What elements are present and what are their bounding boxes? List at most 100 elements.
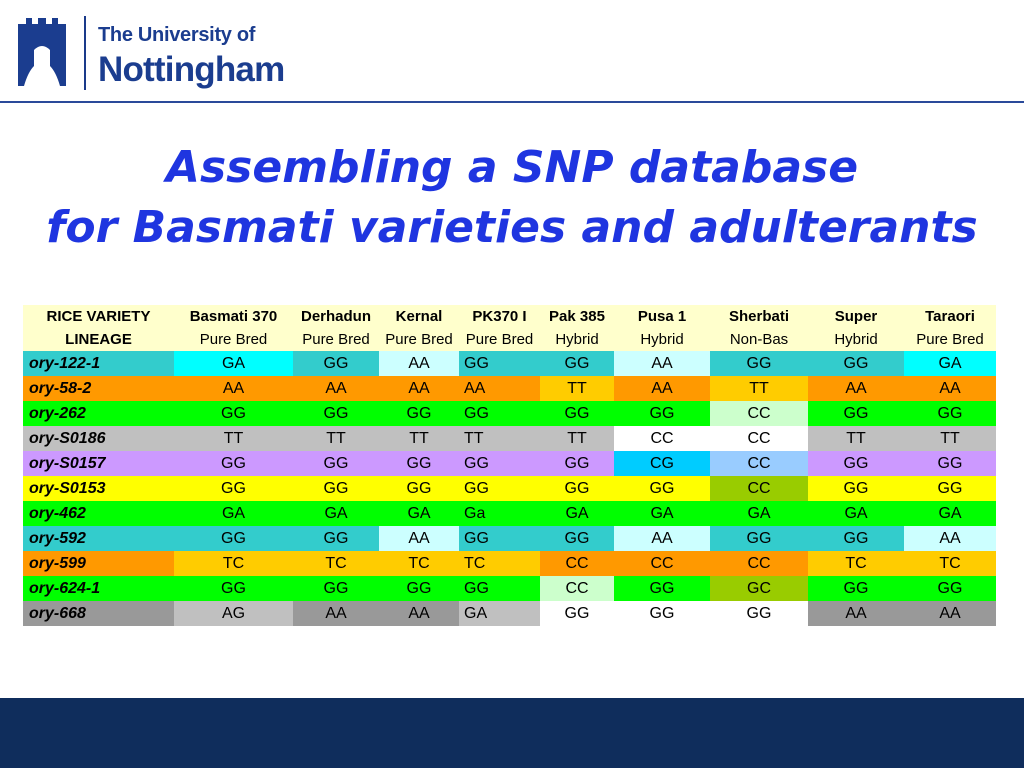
genotype-cell: Ga xyxy=(459,501,540,526)
genotype-cell: CC xyxy=(540,576,614,601)
genotype-cell: GG xyxy=(808,351,904,376)
table-row: ory-S0157 GG GG GG GG GG CG CC GG GG xyxy=(23,451,996,476)
lineage-header-label: LINEAGE xyxy=(23,328,174,351)
genotype-cell: TT xyxy=(293,426,379,451)
genotype-cell: AG xyxy=(174,601,293,626)
genotype-cell: CC xyxy=(710,551,808,576)
genotype-cell: TC xyxy=(904,551,996,576)
lineage-header-cell: Pure Bred xyxy=(379,328,459,351)
genotype-cell: GG xyxy=(710,351,808,376)
variety-header-cell: Kernal xyxy=(379,305,459,328)
genotype-cell: GG xyxy=(293,401,379,426)
genotype-cell: GG xyxy=(904,476,996,501)
snp-table-container: RICE VARIETY Basmati 370 Derhadun Kernal PK… xyxy=(23,305,996,626)
genotype-cell: GC xyxy=(710,576,808,601)
lineage-header-cell: Pure Bred xyxy=(459,328,540,351)
logo-text-line2: Nottingham xyxy=(98,50,285,89)
table-row: ory-58-2 AA AA AA AA TT AA TT AA AA xyxy=(23,376,996,401)
table-row: ory-668 AG AA AA GA GG GG GG AA AA xyxy=(23,601,996,626)
genotype-cell: AA xyxy=(808,376,904,401)
genotype-cell: GG xyxy=(459,451,540,476)
variety-header-cell: Pusa 1 xyxy=(614,305,710,328)
table-row: ory-462 GA GA GA Ga GA GA GA GA GA xyxy=(23,501,996,526)
table-row: ory-S0186 TT TT TT TT TT CC CC TT TT xyxy=(23,426,996,451)
genotype-cell: AA xyxy=(293,376,379,401)
row-label: ory-S0186 xyxy=(23,426,174,451)
genotype-cell: GG xyxy=(379,451,459,476)
genotype-cell: GG xyxy=(614,401,710,426)
genotype-cell: GG xyxy=(379,576,459,601)
row-label: ory-S0153 xyxy=(23,476,174,501)
slide-title: Assembling a SNP database for Basmati va… xyxy=(0,138,1024,258)
genotype-cell: AA xyxy=(904,601,996,626)
table-row: ory-624-1 GG GG GG GG CC GG GC GG GG xyxy=(23,576,996,601)
variety-header-cell: Sherbati xyxy=(710,305,808,328)
genotype-cell: TC xyxy=(808,551,904,576)
genotype-cell: GA xyxy=(540,501,614,526)
row-label: ory-592 xyxy=(23,526,174,551)
genotype-cell: CC xyxy=(540,551,614,576)
genotype-cell: GA xyxy=(710,501,808,526)
genotype-cell: CC xyxy=(710,426,808,451)
genotype-cell: GG xyxy=(293,576,379,601)
genotype-cell: GG xyxy=(174,401,293,426)
lineage-header-cell: Pure Bred xyxy=(293,328,379,351)
genotype-cell: GG xyxy=(904,576,996,601)
genotype-cell: GG xyxy=(459,401,540,426)
logo-divider xyxy=(84,16,86,90)
lineage-header-cell: Pure Bred xyxy=(174,328,293,351)
genotype-cell: GG xyxy=(540,401,614,426)
genotype-cell: AA xyxy=(459,376,540,401)
genotype-cell: GG xyxy=(293,351,379,376)
genotype-cell: GG xyxy=(379,476,459,501)
lineage-header-row: LINEAGE Pure Bred Pure Bred Pure Bred Pure … xyxy=(23,328,996,351)
genotype-cell: AA xyxy=(614,526,710,551)
genotype-cell: TT xyxy=(379,426,459,451)
slide-title-line2: for Basmati varieties and adulterants xyxy=(46,202,978,253)
genotype-cell: TC xyxy=(293,551,379,576)
genotype-cell: GG xyxy=(293,451,379,476)
row-label: ory-624-1 xyxy=(23,576,174,601)
variety-header-row: RICE VARIETY Basmati 370 Derhadun Kernal PK… xyxy=(23,305,996,328)
variety-header-cell: Pak 385 xyxy=(540,305,614,328)
genotype-cell: GG xyxy=(174,451,293,476)
genotype-cell: GG xyxy=(904,451,996,476)
table-row: ory-262 GG GG GG GG GG GG CC GG GG xyxy=(23,401,996,426)
genotype-cell: GG xyxy=(540,476,614,501)
lineage-header-cell: Pure Bred xyxy=(904,328,996,351)
variety-header-cell: Taraori xyxy=(904,305,996,328)
genotype-cell: AA xyxy=(379,601,459,626)
genotype-cell: AA xyxy=(904,376,996,401)
variety-header-cell: Derhadun xyxy=(293,305,379,328)
genotype-cell: GG xyxy=(379,401,459,426)
genotype-cell: GG xyxy=(459,476,540,501)
genotype-cell: GA xyxy=(459,601,540,626)
genotype-cell: CC xyxy=(614,426,710,451)
genotype-cell: GG xyxy=(904,401,996,426)
castle-crest-icon xyxy=(18,18,66,86)
row-label: ory-462 xyxy=(23,501,174,526)
genotype-cell: AA xyxy=(808,601,904,626)
genotype-cell: TT xyxy=(710,376,808,401)
genotype-cell: TT xyxy=(808,426,904,451)
genotype-cell: CC xyxy=(614,551,710,576)
genotype-cell: CC xyxy=(710,401,808,426)
genotype-cell: GG xyxy=(710,526,808,551)
genotype-cell: GG xyxy=(540,526,614,551)
genotype-cell: GA xyxy=(904,351,996,376)
genotype-cell: TC xyxy=(459,551,540,576)
genotype-cell: GG xyxy=(174,526,293,551)
variety-header-cell: Basmati 370 xyxy=(174,305,293,328)
genotype-cell: AA xyxy=(293,601,379,626)
genotype-cell: GG xyxy=(808,401,904,426)
genotype-cell: GG xyxy=(293,476,379,501)
footer-bar xyxy=(0,698,1024,768)
genotype-cell: GA xyxy=(379,501,459,526)
genotype-cell: GG xyxy=(459,526,540,551)
genotype-cell: GG xyxy=(174,476,293,501)
genotype-cell: GA xyxy=(904,501,996,526)
genotype-cell: TT xyxy=(540,426,614,451)
table-row: ory-S0153 GG GG GG GG GG GG CC GG GG xyxy=(23,476,996,501)
genotype-cell: GG xyxy=(614,601,710,626)
row-label: ory-S0157 xyxy=(23,451,174,476)
